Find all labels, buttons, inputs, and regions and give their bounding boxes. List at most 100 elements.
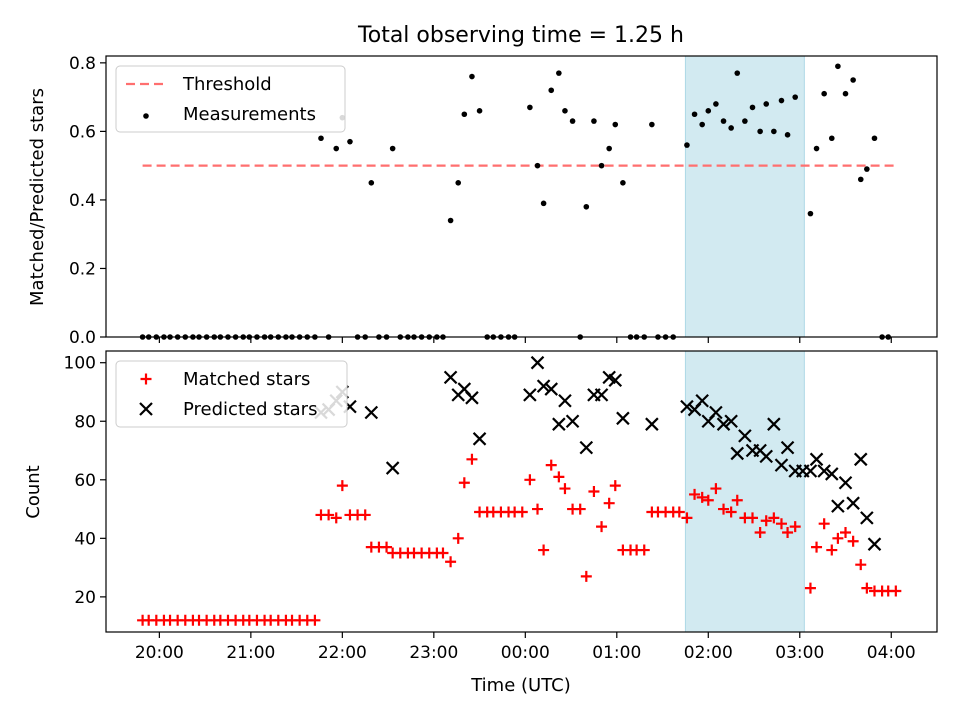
matched-star-point xyxy=(754,526,766,538)
top-highlight-span xyxy=(684,55,805,338)
bottom-y-tick-label: 60 xyxy=(74,471,96,491)
predicted-star-point xyxy=(645,417,659,431)
matched-star-point xyxy=(760,515,772,527)
predicted-star-point xyxy=(809,452,824,467)
measurement-point xyxy=(850,77,856,83)
bottom-y-tick-label: 20 xyxy=(74,588,96,608)
x-tick-label: 22:00 xyxy=(318,643,367,663)
measurement-point xyxy=(612,121,619,128)
matched-star-point xyxy=(588,486,600,497)
measurement-point xyxy=(649,121,655,128)
predicted-star-point xyxy=(558,393,572,408)
top-legend-box xyxy=(115,65,346,133)
measurement-point xyxy=(778,97,785,104)
matched-star-point xyxy=(603,497,615,509)
measurement-point xyxy=(540,200,547,207)
matched-star-point xyxy=(330,512,342,524)
matched-star-point xyxy=(381,541,393,553)
measurement-point xyxy=(368,179,375,186)
x-tick-label: 03:00 xyxy=(775,643,824,663)
matched-star-point xyxy=(747,512,759,524)
matched-star-point xyxy=(768,512,780,524)
matched-star-point xyxy=(532,503,544,515)
top-axes-frame xyxy=(105,55,938,338)
predicted-star-point xyxy=(838,475,853,490)
matched-star-point xyxy=(445,556,457,568)
predicted-star-point xyxy=(716,417,731,431)
measurement-point xyxy=(447,217,454,224)
bottom-y-tick-label: 80 xyxy=(74,412,96,432)
top-y-tick-label: 0.0 xyxy=(69,328,96,348)
measurement-point xyxy=(864,166,870,172)
matched-star-point xyxy=(437,547,449,559)
x-tick-label: 04:00 xyxy=(867,643,916,663)
predicted-star-point xyxy=(831,499,845,513)
matched-star-point xyxy=(840,526,852,538)
measurement-point xyxy=(705,108,712,114)
x-tick-label: 01:00 xyxy=(592,643,641,663)
predicted-star-point xyxy=(536,379,551,393)
measurement-point xyxy=(699,121,705,128)
matched-star-point xyxy=(818,518,830,530)
matched-star-point xyxy=(710,483,722,495)
matched-star-point xyxy=(538,544,550,556)
matched-star-point xyxy=(673,506,685,518)
matched-star-point xyxy=(452,532,464,544)
bottom-panel: 20:00 21:00 22:00 23:00 00:00 01:00 02:00 03:00… xyxy=(64,350,938,663)
matched-star-point xyxy=(696,491,708,503)
predicted-star-point xyxy=(846,496,860,510)
measurement-point xyxy=(469,73,475,80)
bottom-legend: Matched stars Predicted stars xyxy=(115,360,348,428)
predicted-star-point xyxy=(680,399,694,414)
measurement-point xyxy=(742,118,748,124)
bottom-y-tick-label: 100 xyxy=(64,354,96,374)
measurement-point xyxy=(821,90,827,97)
measurement-point xyxy=(771,128,777,135)
predicted-star-point xyxy=(767,417,781,431)
measurement-point xyxy=(684,142,690,148)
legend-label: Predicted stars xyxy=(183,399,317,420)
matched-star-point xyxy=(553,471,565,483)
matched-star-point xyxy=(580,570,592,582)
matched-star-point xyxy=(718,503,730,515)
predicted-star-point xyxy=(695,393,709,408)
x-tick-label: 00:00 xyxy=(501,643,550,663)
legend-label: Threshold xyxy=(182,74,272,95)
top-y-tick-label: 0.6 xyxy=(69,122,96,142)
predicted-star-point xyxy=(853,452,868,467)
bottom-y-axis-label: Count xyxy=(23,465,44,518)
predicted-star-point xyxy=(472,432,487,446)
predicted-star-point xyxy=(817,464,831,478)
measurement-point xyxy=(720,118,727,124)
measurement-point xyxy=(389,145,396,152)
matched-star-point xyxy=(596,521,608,533)
measurement-point xyxy=(763,101,770,107)
predicted-star-point xyxy=(759,449,774,464)
measurement-point xyxy=(606,145,612,152)
matched-star-point xyxy=(804,582,816,594)
predicted-star-point xyxy=(552,417,566,431)
x-tick-label: 21:00 xyxy=(226,643,275,663)
measurement-point xyxy=(835,63,841,70)
measurement-point xyxy=(591,118,597,124)
legend-matched-swatch xyxy=(140,373,152,385)
measurement-point xyxy=(598,162,605,169)
top-panel: 0.0 0.2 0.4 0.6 0.8 Threshold Measurements xyxy=(69,54,938,348)
measurement-point xyxy=(562,108,568,114)
matched-star-point xyxy=(861,582,873,594)
predicted-star-point xyxy=(565,414,580,429)
predicted-star-point xyxy=(608,373,623,388)
matched-star-point xyxy=(731,494,743,506)
predicted-star-point xyxy=(443,370,458,385)
bottom-y-tick-label: 40 xyxy=(74,529,96,549)
predicted-star-point xyxy=(803,464,818,478)
matched-star-point xyxy=(524,474,536,486)
measurement-point xyxy=(620,179,626,186)
matched-star-point xyxy=(574,503,586,515)
measurement-point xyxy=(691,111,698,118)
x-tick-label: 20:00 xyxy=(135,643,184,663)
measurement-point xyxy=(713,101,719,107)
matched-star-point xyxy=(689,488,701,500)
measurement-point xyxy=(749,104,756,111)
predicted-star-point xyxy=(465,391,479,405)
